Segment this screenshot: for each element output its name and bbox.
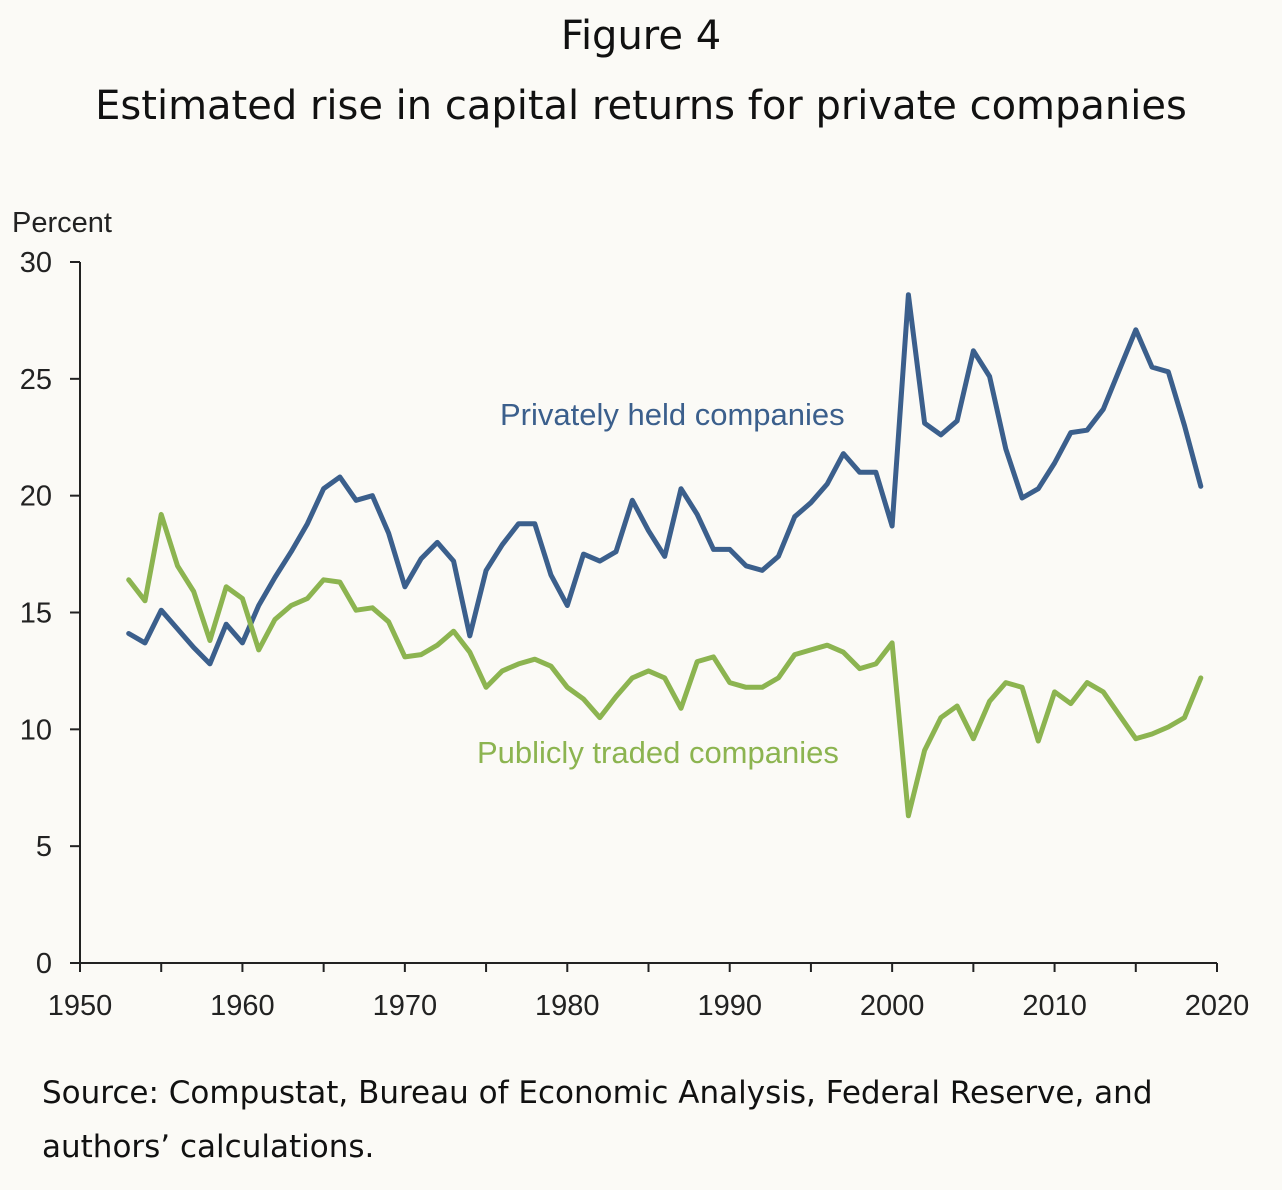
y-tick-label: 15 [20,598,52,630]
y-tick-label: 25 [20,364,52,396]
x-tick-label: 1950 [48,990,113,1022]
x-tick-label: 1980 [535,990,600,1022]
y-tick-label: 20 [20,481,52,513]
chart-axes: 0 5 10 15 20 25 30 1950 1960 1970 1980 1990 2000 2010… [20,247,1250,1022]
y-tick-label: 10 [20,714,52,746]
y-tick-label: 30 [20,247,52,279]
y-tick-label: 0 [36,948,52,980]
x-tick-label: 2000 [860,990,925,1022]
series-label-privately-held: Privately held companies [500,397,845,432]
source-note: Source: Compustat, Bureau of Economic An… [42,1075,1153,1165]
y-tick-label: 5 [36,831,52,863]
x-tick-label: 2010 [1022,990,1087,1022]
x-tick-label: 1960 [210,990,275,1022]
line-chart: Percent 0 5 10 15 20 25 30 1950 1960 1970 1980 1990… [12,207,1250,1022]
y-axis-title: Percent [12,207,112,239]
series-line-privately-held [126,292,1204,667]
x-tick-label: 1990 [697,990,762,1022]
series-label-publicly-traded: Publicly traded companies [477,735,839,770]
chart-title: Estimated rise in capital returns for pr… [95,83,1187,129]
x-tick-label: 2020 [1185,990,1250,1022]
x-tick-label: 1970 [373,990,438,1022]
chart-series [126,292,1204,819]
series-line-publicly-traded [126,511,1204,819]
figure-label: Figure 4 [560,13,722,59]
